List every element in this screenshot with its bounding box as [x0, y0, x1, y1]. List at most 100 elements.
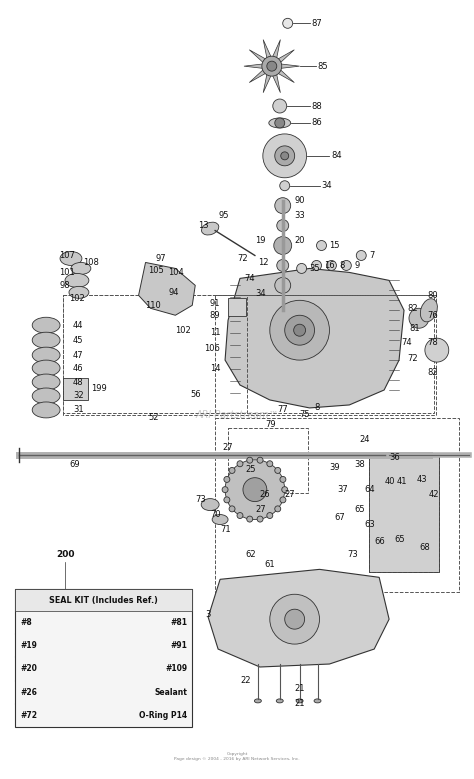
Circle shape: [270, 301, 329, 360]
Circle shape: [229, 506, 235, 512]
Text: #20: #20: [20, 664, 37, 674]
Bar: [15, 589, 192, 727]
Circle shape: [280, 181, 290, 191]
Bar: [369, 453, 439, 573]
Circle shape: [237, 460, 243, 467]
Text: 25: 25: [245, 465, 255, 474]
Circle shape: [275, 277, 291, 294]
Text: 42: 42: [429, 490, 439, 499]
Text: 101: 101: [59, 268, 75, 277]
Text: 24: 24: [359, 435, 370, 444]
Text: 74: 74: [401, 337, 411, 347]
Text: 13: 13: [198, 221, 209, 230]
Text: 21: 21: [295, 700, 305, 708]
Text: 20: 20: [295, 236, 305, 245]
Text: 200: 200: [56, 550, 74, 559]
Text: 65: 65: [394, 535, 405, 544]
Polygon shape: [276, 69, 294, 83]
Text: 8: 8: [315, 404, 320, 412]
Ellipse shape: [314, 699, 321, 703]
Text: 15: 15: [329, 241, 340, 250]
Polygon shape: [249, 50, 267, 64]
Text: 16: 16: [325, 261, 335, 270]
Text: #19: #19: [20, 641, 37, 650]
Circle shape: [277, 220, 289, 231]
Text: 27: 27: [255, 505, 265, 514]
Bar: [215, 418, 459, 592]
Circle shape: [262, 56, 282, 76]
Text: 19: 19: [255, 236, 265, 245]
Polygon shape: [263, 72, 272, 93]
Text: 107: 107: [59, 251, 75, 260]
Text: 8: 8: [339, 261, 345, 270]
Text: 73: 73: [195, 495, 206, 504]
Circle shape: [277, 259, 289, 271]
Ellipse shape: [71, 263, 91, 274]
Bar: [369, 453, 439, 573]
Text: 9: 9: [354, 261, 360, 270]
Bar: [228, 298, 246, 316]
Text: 74: 74: [244, 274, 255, 283]
Ellipse shape: [60, 252, 82, 266]
Text: 70: 70: [210, 510, 221, 519]
Circle shape: [327, 260, 337, 270]
Circle shape: [222, 487, 228, 492]
Bar: [215, 295, 434, 413]
Text: 47: 47: [73, 351, 83, 360]
Text: 105: 105: [148, 266, 164, 275]
Text: 37: 37: [337, 485, 348, 494]
Ellipse shape: [32, 374, 60, 390]
Circle shape: [275, 506, 281, 512]
Circle shape: [274, 237, 292, 255]
Text: 12: 12: [258, 258, 268, 267]
Text: 91: 91: [210, 299, 220, 308]
Text: 35: 35: [310, 264, 320, 273]
Ellipse shape: [255, 699, 261, 703]
Text: 95: 95: [218, 211, 228, 220]
Text: 79: 79: [265, 421, 275, 429]
Circle shape: [273, 99, 287, 113]
Ellipse shape: [32, 317, 60, 333]
Text: Copyright
Page design © 2004 - 2016 by ARI Network Services, Inc.: Copyright Page design © 2004 - 2016 by A…: [174, 753, 300, 761]
Text: 76: 76: [427, 311, 438, 319]
Text: 31: 31: [73, 405, 83, 414]
Circle shape: [275, 146, 295, 166]
Text: 33: 33: [295, 211, 305, 220]
Circle shape: [224, 477, 230, 482]
Circle shape: [224, 497, 230, 503]
Ellipse shape: [276, 699, 283, 703]
Text: 7: 7: [369, 251, 374, 260]
Text: 102: 102: [175, 326, 191, 335]
Text: 41: 41: [397, 478, 408, 486]
Text: 32: 32: [73, 392, 83, 400]
Text: 71: 71: [220, 525, 231, 534]
Text: 52: 52: [148, 414, 159, 422]
Polygon shape: [138, 263, 195, 315]
Circle shape: [311, 260, 321, 270]
Text: 27: 27: [222, 443, 233, 453]
Circle shape: [294, 324, 306, 337]
Text: 45: 45: [73, 336, 83, 344]
Text: 89: 89: [210, 311, 220, 319]
Text: Sealant: Sealant: [155, 688, 187, 696]
Polygon shape: [249, 69, 267, 83]
Text: 27: 27: [285, 490, 295, 499]
Circle shape: [297, 263, 307, 273]
Text: 85: 85: [318, 62, 328, 71]
Text: 98: 98: [59, 281, 70, 290]
Polygon shape: [276, 50, 294, 64]
Text: 61: 61: [265, 560, 275, 569]
Circle shape: [267, 62, 277, 71]
Text: ARI Partstream™: ARI Partstream™: [195, 410, 279, 420]
Text: 86: 86: [311, 118, 322, 128]
Text: 21: 21: [295, 685, 305, 693]
Circle shape: [283, 19, 292, 28]
Text: 90: 90: [295, 196, 305, 205]
Text: 46: 46: [73, 364, 83, 372]
Bar: [228, 428, 308, 492]
Circle shape: [270, 594, 319, 644]
Text: 62: 62: [245, 550, 255, 559]
Ellipse shape: [32, 360, 60, 376]
Bar: [63, 295, 247, 413]
Text: #72: #72: [20, 710, 37, 720]
